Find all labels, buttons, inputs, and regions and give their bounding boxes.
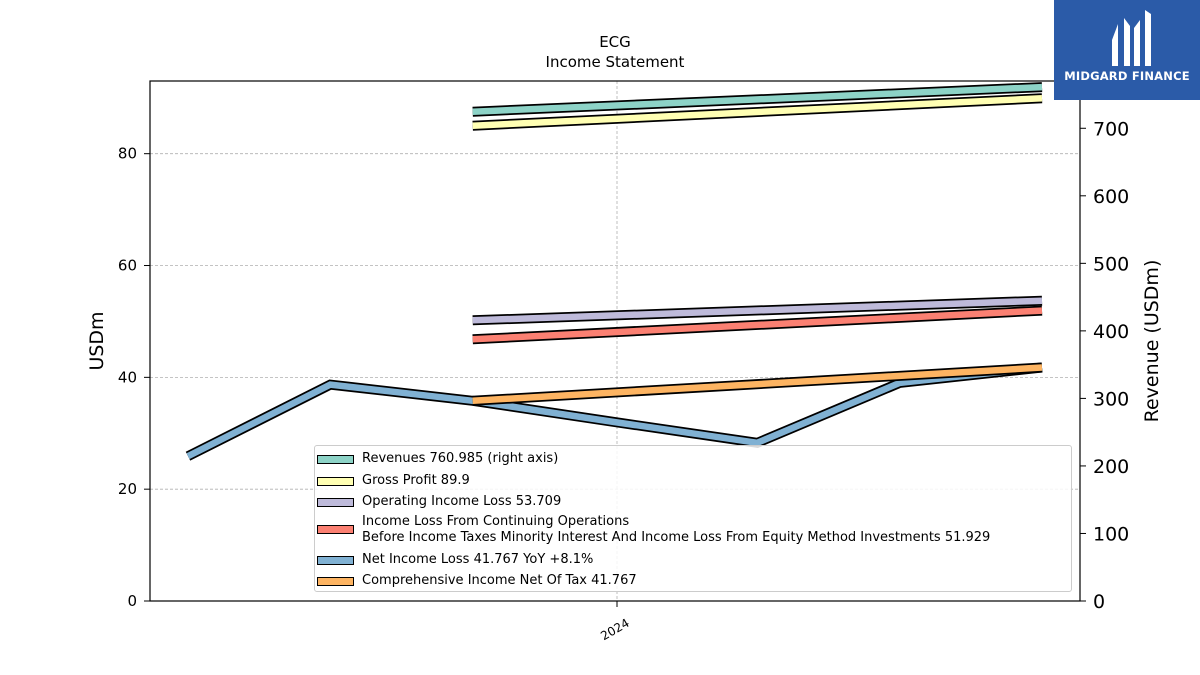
legend-label: Operating Income Loss 53.709 — [362, 494, 562, 509]
plot-frame — [149, 80, 1081, 602]
series-line — [186, 364, 1043, 460]
series-line — [472, 297, 1043, 324]
y-tick-label-left: 60 — [118, 257, 137, 275]
y-tick-label-right: 600 — [1093, 186, 1129, 208]
y-tick-label-right: 300 — [1093, 388, 1129, 410]
y-tick-label-right: 200 — [1093, 456, 1129, 478]
brand-logo: MIDGARD FINANCE — [1054, 0, 1200, 100]
y-tick-label-right: 400 — [1093, 321, 1129, 343]
y-tick-label-left: 80 — [118, 145, 137, 163]
y-tick-label-left: 0 — [127, 592, 137, 610]
legend-label: Gross Profit 89.9 — [362, 473, 470, 488]
series-line — [472, 307, 1043, 343]
legend-label: Comprehensive Income Net Of Tax 41.767 — [362, 573, 637, 588]
x-tick-label: 2024 — [598, 616, 631, 643]
y-tick-label-right: 500 — [1093, 253, 1129, 275]
y-tick-label-left: 40 — [118, 368, 137, 386]
legend-label: Net Income Loss 41.767 YoY +8.1% — [362, 552, 594, 567]
legend-swatch — [317, 556, 354, 565]
legend-swatch — [317, 577, 354, 586]
brand-name: MIDGARD FINANCE — [1064, 69, 1190, 83]
series-lines — [185, 82, 1043, 461]
series-line — [472, 364, 1043, 405]
legend-swatch — [317, 498, 354, 507]
y-tick-label-left: 20 — [118, 480, 137, 498]
axes: 0 20 40 60 80 0 100 200 300 400 500 600 700 2024 — [118, 118, 1129, 643]
legend-label: Income Loss From Continuing Operations Be… — [362, 514, 991, 545]
legend-swatch — [317, 477, 354, 486]
chart-subtitle: Income Statement — [546, 53, 685, 71]
legend-swatch — [317, 455, 354, 464]
y-axis-label-left: USDm — [86, 311, 108, 370]
chart-legend: Revenues 760.985 (right axis) Gross Profi… — [314, 445, 1072, 592]
y-tick-label-right: 0 — [1093, 591, 1105, 613]
chart-title: ECG — [599, 33, 631, 51]
legend-label: Revenues 760.985 (right axis) — [362, 451, 559, 466]
y-axis-label-right: Revenue (USDm) — [1141, 260, 1163, 423]
logo-mark-icon — [1112, 10, 1151, 66]
series-line — [472, 83, 1043, 115]
legend-swatch — [317, 525, 354, 534]
series-line — [472, 95, 1043, 129]
y-tick-label-right: 700 — [1093, 118, 1129, 140]
y-tick-label-right: 100 — [1093, 523, 1129, 545]
